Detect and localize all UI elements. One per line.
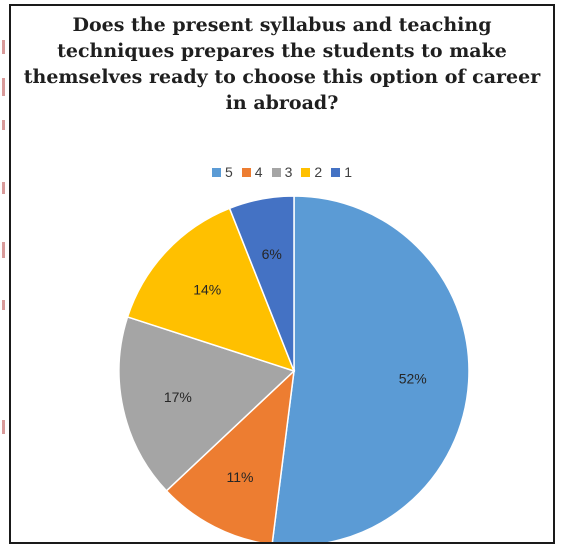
chart-title: Does the present syllabus and teaching t…: [19, 12, 545, 116]
legend-swatch: [241, 167, 251, 177]
legend-entry: 4: [241, 164, 263, 180]
legend-label: 4: [254, 164, 263, 180]
pie-slice-3: [118, 315, 296, 492]
slice-label-1: 6%: [262, 246, 282, 262]
slice-label-2: 14%: [193, 282, 221, 298]
chart-title-line: Does the present syllabus and teaching: [72, 14, 492, 36]
slice-label-4: 11%: [226, 469, 253, 485]
legend-label: 3: [284, 164, 293, 180]
legend-label: 5: [225, 164, 233, 180]
left-edge-marks: [0, 0, 9, 548]
pie-slice-5: [271, 195, 470, 542]
legend-entry: 3: [271, 164, 293, 180]
legend-label: 2: [314, 164, 323, 180]
legend-label: 1: [344, 164, 352, 180]
legend-swatch: [301, 167, 311, 177]
chart-legend: 5 4 3 2 1: [11, 164, 553, 180]
legend-entry: 5: [212, 164, 233, 180]
legend-entry: 2: [301, 164, 322, 180]
pie-chart: 52% 11% 17% 14% 6%: [118, 195, 470, 542]
chart-frame: Does the present syllabus and teaching t…: [9, 4, 555, 544]
chart-title-line: in abroad?: [225, 92, 339, 114]
slice-label-3: 17%: [164, 389, 192, 405]
pie-slice-4: [165, 369, 296, 542]
chart-title-line: themselves ready to choose this option o…: [23, 66, 541, 88]
pie-slice-2: [126, 207, 296, 373]
legend-entry: 1: [331, 164, 352, 180]
slice-label-5: 52%: [399, 370, 427, 386]
legend-swatch: [331, 167, 341, 177]
legend-swatch: [212, 167, 221, 177]
pie-slice-1: [228, 195, 295, 372]
chart-title-line: techniques prepares the students to make: [57, 40, 507, 62]
legend-swatch: [271, 167, 281, 177]
